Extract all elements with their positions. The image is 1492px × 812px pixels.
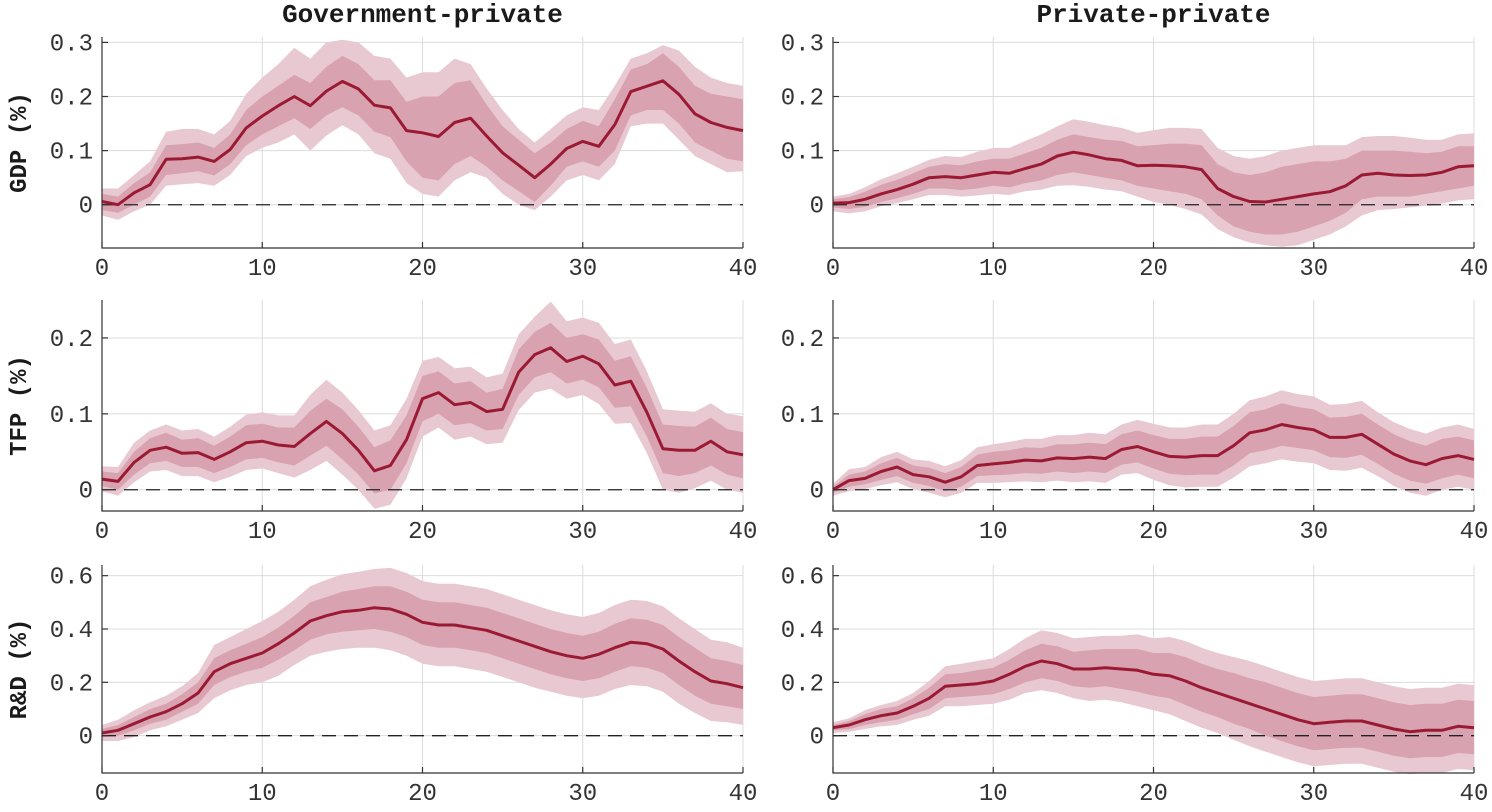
y-tick-label: 0.2	[50, 327, 93, 354]
y-tick-label: 0.3	[50, 31, 93, 58]
x-tick-label: 40	[1460, 519, 1489, 546]
y-tick-label: 0.1	[50, 403, 93, 430]
y-tick-label: 0.1	[781, 140, 824, 167]
x-tick-label: 40	[729, 256, 758, 283]
confidence-band-68	[833, 403, 1474, 493]
y-tick-label: 0.6	[50, 565, 93, 592]
y-tick-label: 0	[810, 194, 824, 221]
x-tick-label: 10	[979, 519, 1008, 546]
y-tick-label: 0	[79, 194, 93, 221]
panel-1: 0 10 20 30 40 0 0.1 0.2 0.3 Government-private GDP…	[7, 0, 757, 283]
x-tick-label: 30	[568, 256, 597, 283]
confidence-band-68	[102, 586, 743, 737]
y-tick-label: 0.1	[50, 140, 93, 167]
y-tick-label: 0.1	[781, 403, 824, 430]
x-tick-label: 0	[826, 519, 840, 546]
x-tick-label: 20	[1139, 781, 1168, 808]
y-tick-label: 0.4	[50, 618, 93, 645]
y-tick-label: 0.6	[781, 565, 824, 592]
y-axis-label: GDP (%)	[7, 92, 34, 193]
x-tick-label: 20	[1139, 256, 1168, 283]
y-axis-label: R&D (%)	[7, 619, 34, 720]
x-tick-label: 40	[1460, 256, 1489, 283]
x-tick-label: 10	[979, 256, 1008, 283]
x-tick-label: 0	[826, 256, 840, 283]
panel-3: 0 10 20 30 40 0 0.1 0.2 TFP (%)	[7, 300, 757, 546]
x-tick-label: 10	[248, 781, 277, 808]
panel-5: 0 10 20 30 40 0 0.2 0.4 0.6 R&D (%)	[7, 565, 757, 808]
y-tick-label: 0.2	[781, 671, 824, 698]
y-tick-label: 0.2	[50, 86, 93, 113]
x-tick-label: 20	[408, 781, 437, 808]
y-tick-label: 0.2	[781, 86, 824, 113]
confidence-band-90	[102, 567, 743, 741]
y-axis-label: TFP (%)	[7, 355, 34, 456]
column-title: Private-private	[1036, 0, 1270, 30]
impulse-response-line	[101, 346, 744, 483]
y-tick-label: 0	[810, 479, 824, 506]
impulse-response-line	[832, 150, 1475, 205]
chart-panels: 0 10 20 30 40 0 0.1 0.2 0.3 Government-private GDP…	[7, 0, 1488, 808]
y-tick-label: 0.3	[781, 31, 824, 58]
impulse-response-line	[101, 606, 744, 735]
x-tick-label: 0	[95, 519, 109, 546]
x-tick-label: 0	[95, 781, 109, 808]
x-tick-label: 40	[729, 781, 758, 808]
x-tick-label: 30	[1299, 519, 1328, 546]
confidence-band-68	[102, 322, 743, 494]
y-tick-label: 0	[810, 725, 824, 752]
x-tick-label: 20	[408, 256, 437, 283]
x-tick-label: 20	[1139, 519, 1168, 546]
impulse-response-line	[832, 659, 1475, 734]
x-tick-label: 40	[1460, 781, 1489, 808]
x-tick-label: 0	[826, 781, 840, 808]
x-tick-label: 30	[1299, 781, 1328, 808]
x-tick-label: 20	[408, 519, 437, 546]
confidence-band-68	[833, 643, 1474, 759]
y-tick-label: 0.2	[50, 671, 93, 698]
y-tick-label: 0.4	[781, 618, 824, 645]
x-tick-label: 30	[1299, 256, 1328, 283]
confidence-band-68	[833, 134, 1474, 235]
x-tick-label: 10	[248, 519, 277, 546]
x-tick-label: 0	[95, 256, 109, 283]
y-tick-label: 0	[79, 479, 93, 506]
y-tick-label: 0.2	[781, 327, 824, 354]
x-tick-label: 30	[568, 781, 597, 808]
x-tick-label: 40	[729, 519, 758, 546]
x-tick-label: 30	[568, 519, 597, 546]
y-tick-label: 0	[79, 725, 93, 752]
impulse-response-line	[101, 79, 744, 207]
x-tick-label: 10	[979, 781, 1008, 808]
panel-4: 0 10 20 30 40 0 0.1 0.2	[781, 300, 1489, 546]
panel-2: 0 10 20 30 40 0 0.1 0.2 0.3 Private-private	[781, 0, 1489, 283]
panel-6: 0 10 20 30 40 0 0.2 0.4 0.6	[781, 565, 1489, 808]
column-title: Government-private	[282, 0, 563, 30]
x-tick-label: 10	[248, 256, 277, 283]
impulse-response-line	[832, 423, 1475, 492]
